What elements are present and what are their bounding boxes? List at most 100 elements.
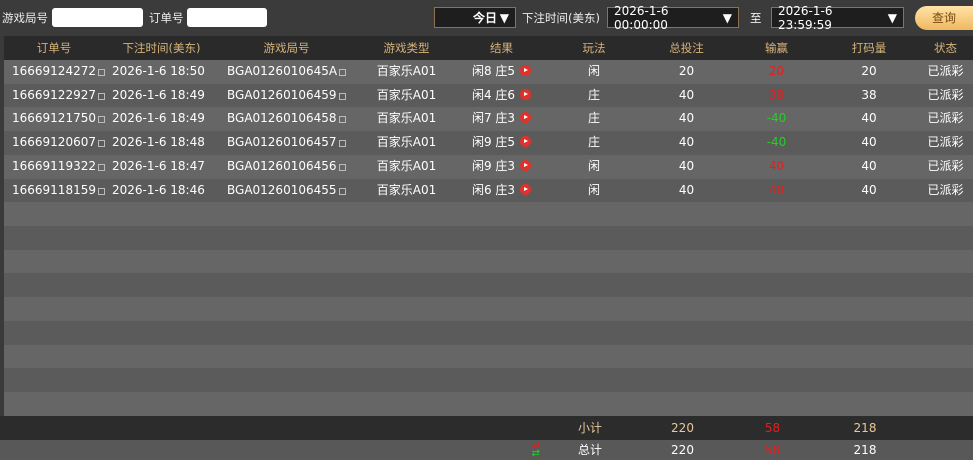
game-round-input[interactable] (52, 8, 143, 27)
play-cell: 庄 (587, 87, 600, 102)
valid-bet-cell: 40 (861, 135, 877, 150)
play-video-icon[interactable] (520, 65, 532, 76)
copy-icon[interactable] (97, 92, 105, 100)
round-cell: BGA0126010645A (219, 60, 354, 84)
win-cell: 40 (768, 158, 785, 173)
order-cell: 16669122927 (4, 84, 105, 108)
result-cell: 闲6 庄3 (459, 179, 544, 203)
start-time-value: 2026-1-6 00:00:00 (614, 3, 669, 32)
round-cell: BGA01260106458 (219, 107, 354, 131)
copy-icon[interactable] (338, 116, 346, 124)
round-cell: BGA01260106457 (219, 131, 354, 155)
empty-row (4, 273, 973, 298)
type-cell: 百家乐A01 (376, 158, 437, 173)
column-header: 输赢 (765, 41, 788, 55)
win-cell: 38 (768, 87, 785, 102)
period-select[interactable]: 今日 ▼ (434, 7, 516, 28)
status-cell: 已派彩 (927, 158, 964, 173)
column-header: 结果 (490, 41, 513, 55)
copy-icon[interactable] (338, 140, 346, 148)
win-cell: 40 (768, 182, 785, 197)
empty-row (4, 249, 973, 274)
copy-icon[interactable] (338, 163, 346, 171)
copy-icon[interactable] (97, 187, 105, 195)
play-video-icon[interactable] (520, 136, 532, 148)
status-cell: 已派彩 (927, 64, 964, 78)
order-cell: 16669119322 (4, 155, 105, 179)
end-time-select[interactable]: 2026-1-6 23:59:59 ▼ (771, 4, 904, 32)
copy-icon[interactable] (97, 163, 105, 171)
play-cell: 庄 (587, 111, 600, 126)
game-round-label: 游戏局号 (2, 11, 48, 25)
copy-icon[interactable] (97, 69, 105, 76)
table-row: 16669124272 2026-1-6 18:50 BGA0126010645… (4, 60, 973, 84)
chevron-down-icon: ▼ (499, 10, 509, 25)
subtotal-valid: 218 (853, 420, 877, 435)
chevron-down-icon: ▼ (722, 10, 732, 25)
column-header: 游戏类型 (383, 41, 430, 55)
empty-row (4, 202, 973, 227)
type-cell: 百家乐A01 (376, 64, 437, 78)
order-cell: 16669118159 (4, 179, 105, 203)
table-body: 16669124272 2026-1-6 18:50 BGA0126010645… (0, 60, 973, 416)
valid-bet-cell: 40 (861, 182, 877, 197)
table-row: 16669119322 2026-1-6 18:47 BGA0126010645… (4, 154, 973, 179)
order-cell: 16669124272 (4, 60, 105, 84)
time-cell: 2026-1-6 18:50 (112, 64, 205, 78)
result-cell: 闲7 庄3 (459, 107, 544, 131)
time-cell: 2026-1-6 18:49 (112, 111, 205, 126)
table-row: 16669120607 2026-1-6 18:48 BGA0126010645… (4, 131, 973, 155)
round-cell: BGA01260106455 (219, 179, 354, 203)
start-time-select[interactable]: 2026-1-6 00:00:00 ▼ (607, 4, 739, 32)
round-cell: BGA01260106456 (219, 155, 354, 179)
total-row: ⇄ ⇄ 总计 220 58 218 (0, 439, 973, 460)
bet-cell: 40 (678, 87, 695, 102)
empty-row (4, 392, 973, 416)
bet-cell: 40 (678, 135, 695, 150)
result-cell: 闲9 庄5 (459, 131, 544, 155)
total-win: 58 (764, 442, 781, 457)
copy-icon[interactable] (338, 187, 346, 195)
empty-row (4, 344, 973, 369)
bet-cell: 40 (678, 158, 695, 173)
play-video-icon[interactable] (520, 88, 532, 100)
empty-row (4, 368, 973, 393)
period-value: 今日 (473, 11, 498, 25)
chevron-down-icon: ▼ (887, 10, 897, 25)
win-cell: 20 (768, 64, 785, 78)
play-video-icon[interactable] (520, 112, 532, 124)
empty-row (4, 226, 973, 250)
copy-icon[interactable] (338, 92, 346, 100)
subtotal-label: 小计 (577, 420, 602, 435)
play-cell: 闲 (587, 158, 600, 173)
copy-icon[interactable] (97, 140, 105, 148)
order-input[interactable] (187, 8, 267, 27)
time-cell: 2026-1-6 18:48 (112, 135, 205, 150)
table-header: 订单号 下注时间(美东) 游戏局号 游戏类型 结果 玩法 总投注 输赢 打码量 状态 (4, 36, 973, 60)
round-cell: BGA01260106459 (219, 84, 354, 108)
query-button[interactable]: 查询 (915, 6, 973, 30)
order-cell: 16669120607 (4, 131, 105, 155)
total-label: 总计 (577, 442, 602, 457)
copy-icon[interactable] (97, 116, 105, 124)
play-cell: 庄 (587, 135, 600, 150)
bet-cell: 20 (678, 64, 695, 78)
subtotal-row: 小计 220 58 218 (0, 415, 973, 440)
column-header: 玩法 (582, 41, 606, 55)
status-cell: 已派彩 (927, 111, 964, 126)
order-cell: 16669121750 (4, 107, 105, 131)
empty-row (4, 297, 973, 321)
type-cell: 百家乐A01 (376, 135, 437, 150)
column-header: 游戏局号 (263, 41, 310, 55)
time-cell: 2026-1-6 18:49 (112, 87, 205, 102)
copy-icon[interactable] (339, 69, 347, 76)
valid-bet-cell: 20 (861, 64, 877, 78)
play-video-icon[interactable] (520, 183, 532, 195)
refresh-icon[interactable]: ⇄ ⇄ (531, 440, 540, 460)
valid-bet-cell: 40 (861, 111, 877, 126)
table-row: 16669121750 2026-1-6 18:49 BGA0126010645… (4, 107, 973, 132)
to-label: 至 (750, 11, 762, 25)
type-cell: 百家乐A01 (376, 182, 437, 197)
play-video-icon[interactable] (520, 159, 532, 171)
type-cell: 百家乐A01 (376, 111, 437, 126)
